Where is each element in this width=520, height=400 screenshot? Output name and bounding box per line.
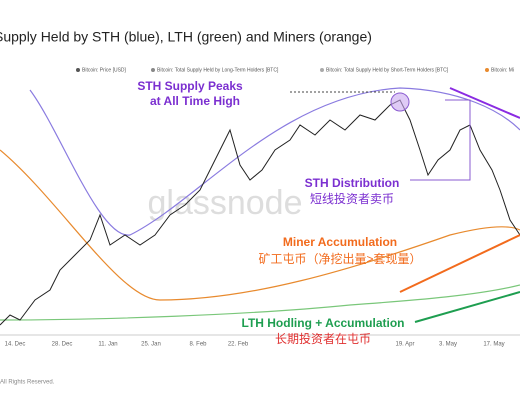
x-tick-label: 11. Jan bbox=[98, 342, 117, 348]
x-tick-label: 22. Feb bbox=[228, 342, 249, 348]
annotation: LTH Hodling + Accumulation bbox=[242, 316, 405, 330]
lth-line bbox=[0, 284, 520, 321]
legend-entry: Bitcoin: Total Supply Held by Short-Term… bbox=[326, 67, 449, 73]
footer: All Rights Reserved. bbox=[0, 380, 55, 386]
x-tick-label: 19. Apr bbox=[395, 342, 414, 348]
chart-title: Supply Held by STH (blue), LTH (green) a… bbox=[0, 29, 372, 45]
watermark: glassnode bbox=[147, 184, 302, 222]
annotation: 矿工屯币（净挖出量>套现量） bbox=[258, 251, 421, 266]
x-tick-label: 14. Dec bbox=[5, 342, 26, 348]
annotation: 长期投资者在屯币 bbox=[275, 331, 371, 346]
x-tick-label: 28. Dec bbox=[52, 342, 73, 348]
legend-entry: Bitcoin: Total Supply Held by Long-Term … bbox=[157, 67, 279, 73]
sth-arrow bbox=[449, 87, 520, 119]
x-axis-labels: 14. Dec 28. Dec 11. Jan 25. Jan 8. Feb 2… bbox=[5, 342, 505, 348]
legend: Bitcoin: Price [USD] Bitcoin: Total Supp… bbox=[76, 67, 514, 73]
miner-arrow bbox=[399, 234, 520, 293]
legend-dot bbox=[320, 68, 324, 72]
annotation: 短线投资者卖币 bbox=[310, 191, 394, 206]
price-line bbox=[0, 99, 520, 326]
legend-entry: Bitcoin: Mi bbox=[491, 67, 514, 73]
x-tick-label: 17. May bbox=[483, 342, 504, 348]
annotation: Miner Accumulation bbox=[283, 235, 397, 249]
x-tick-label: 3. May bbox=[439, 342, 457, 348]
legend-dot bbox=[76, 68, 80, 72]
annotation: STH Distribution bbox=[305, 176, 400, 190]
peak-marker bbox=[390, 92, 410, 112]
annotation: at All Time High bbox=[150, 94, 240, 108]
legend-dot bbox=[151, 68, 155, 72]
x-tick-label: 25. Jan bbox=[141, 342, 161, 348]
annotation: STH Supply Peaks bbox=[137, 79, 243, 93]
legend-dot bbox=[485, 68, 489, 72]
lth-arrow bbox=[414, 291, 520, 323]
miner-line bbox=[0, 149, 520, 301]
sth-line bbox=[29, 87, 520, 236]
distribution-bracket bbox=[410, 99, 471, 181]
x-tick-label: 8. Feb bbox=[189, 342, 207, 348]
legend-entry: Bitcoin: Price [USD] bbox=[82, 67, 127, 73]
